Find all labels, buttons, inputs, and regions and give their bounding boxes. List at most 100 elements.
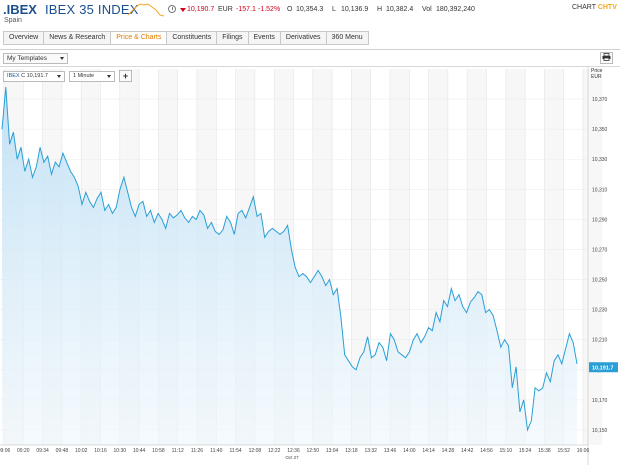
x-tick-label: 09:20 <box>17 448 30 454</box>
y-tick-label: 10,150 <box>592 428 608 434</box>
y-tick-label: 10,310 <box>592 187 608 193</box>
grid-band <box>544 69 564 445</box>
date-label: Oct 27 <box>285 455 299 460</box>
x-tick-label: 15:10 <box>500 448 513 454</box>
instrument-name: IBEX 35 INDEX <box>45 2 139 17</box>
low-value: 10,136.9 <box>341 6 369 13</box>
x-tick-label: 10:02 <box>75 448 88 454</box>
add-study-button[interactable]: + <box>119 70 132 82</box>
down-arrow-icon <box>180 8 186 12</box>
grid-band <box>505 69 526 445</box>
x-tick-label: 10:16 <box>94 448 107 454</box>
x-tick-label: 16:06 <box>577 448 590 454</box>
country-label: Spain <box>4 17 22 24</box>
divider <box>0 49 620 50</box>
low-label: L <box>332 6 336 13</box>
x-tick-label: 14:00 <box>403 448 416 454</box>
x-tick-label: 14:28 <box>442 448 455 454</box>
print-button[interactable] <box>600 52 613 64</box>
chevron-down-icon <box>57 75 61 78</box>
price-axis-label: Price <box>591 68 603 74</box>
tab-overview[interactable]: Overview <box>3 31 45 45</box>
y-tick-label: 10,270 <box>592 247 608 253</box>
x-tick-label: 12:50 <box>307 448 320 454</box>
price-chart[interactable]: 10,15010,17010,19010,21010,23010,25010,2… <box>0 67 620 465</box>
sparkline-icon <box>128 3 164 17</box>
x-tick-label: 15:52 <box>557 448 570 454</box>
y-tick-label: 10,330 <box>592 157 608 163</box>
tab-bar: Overview News & Research Price & Charts … <box>3 31 369 45</box>
tab-filings[interactable]: Filings <box>217 31 249 45</box>
tab-360-menu[interactable]: 360 Menu <box>326 31 369 45</box>
x-tick-label: 13:46 <box>384 448 397 454</box>
chart-label: CHART <box>572 4 596 11</box>
x-tick-label: 15:38 <box>538 448 551 454</box>
price-change-percent: -1.52% <box>258 6 281 13</box>
last-price: 10,190.7 <box>187 6 215 13</box>
x-tick-label: 14:56 <box>480 448 493 454</box>
price-axis-currency: EUR <box>591 74 602 80</box>
x-tick-label: 12:36 <box>287 448 300 454</box>
chart-panel <box>0 66 620 465</box>
tab-derivatives[interactable]: Derivatives <box>280 31 327 45</box>
x-tick-label: 11:40 <box>210 448 222 454</box>
open-label: O <box>287 6 293 13</box>
x-tick-label: 11:12 <box>172 448 184 454</box>
high-value: 10,382.4 <box>386 6 414 13</box>
x-tick-label: 09:48 <box>56 448 69 454</box>
x-tick-label: 14:14 <box>422 448 435 454</box>
series-line <box>1 86 578 432</box>
grid-band <box>583 69 603 445</box>
plus-icon: + <box>122 71 129 81</box>
x-tick-label: 13:18 <box>345 448 358 454</box>
last-price-tag <box>589 362 618 373</box>
chevron-down-icon <box>60 57 64 60</box>
x-tick-label: 11:26 <box>191 448 203 454</box>
symbol-value: C 10,191.7 <box>21 73 48 79</box>
y-tick-label: 10,210 <box>592 338 608 344</box>
y-tick-label: 10,350 <box>592 127 608 133</box>
y-tick-label: 10,250 <box>592 278 608 284</box>
y-tick-label: 10,290 <box>592 217 608 223</box>
volume-value: 180,392,240 <box>436 6 475 13</box>
chart-brand-name: CHTV <box>597 4 617 11</box>
x-tick-label: 13:04 <box>326 448 339 454</box>
printer-icon <box>602 53 611 61</box>
series-area <box>2 87 577 445</box>
templates-dropdown[interactable]: My Templates <box>3 53 68 64</box>
x-tick-label: 15:24 <box>519 448 532 454</box>
price-change: -157.1 <box>236 6 256 13</box>
x-tick-label: 12:08 <box>249 448 262 454</box>
y-tick-label: 10,170 <box>592 398 608 404</box>
tab-constituents[interactable]: Constituents <box>167 31 218 45</box>
x-tick-label: 14:42 <box>461 448 474 454</box>
x-tick-label: 09:34 <box>36 448 49 454</box>
symbol-selector[interactable]: IBEX C 10,191.7 <box>3 71 65 82</box>
last-price-tag-label: 10,191.7 <box>592 365 613 371</box>
x-tick-label: 11:54 <box>230 448 242 454</box>
high-label: H <box>377 6 383 13</box>
chart-brand[interactable]: CHART CHTV <box>572 4 617 11</box>
symbol-name: IBEX <box>7 73 20 79</box>
interval-selector[interactable]: 1 Minute <box>69 71 115 82</box>
price-axis-header: Price EUR <box>591 68 602 80</box>
clock-icon <box>168 5 176 13</box>
x-tick-label: 13:32 <box>364 448 377 454</box>
currency-label: EUR <box>218 6 233 13</box>
y-tick-label: 10,230 <box>592 308 608 314</box>
interval-label: 1 Minute <box>73 73 95 79</box>
quote-header: .IBEX IBEX 35 INDEX Spain 10,190.7 EUR -… <box>0 0 620 30</box>
tab-price-charts[interactable]: Price & Charts <box>111 31 168 45</box>
x-tick-label: 10:58 <box>152 448 165 454</box>
volume-label: Vol <box>422 6 432 13</box>
templates-label: My Templates <box>7 55 47 62</box>
ticker-symbol: .IBEX <box>3 2 37 17</box>
tab-events[interactable]: Events <box>248 31 281 45</box>
chevron-down-icon <box>107 75 111 78</box>
y-tick-label: 10,370 <box>592 97 608 103</box>
x-tick-label: 09:06 <box>0 448 10 454</box>
x-tick-label: 10:44 <box>133 448 146 454</box>
x-tick-label: 12:22 <box>268 448 281 454</box>
x-tick-label: 10:30 <box>114 448 127 454</box>
tab-news-research[interactable]: News & Research <box>44 31 112 45</box>
